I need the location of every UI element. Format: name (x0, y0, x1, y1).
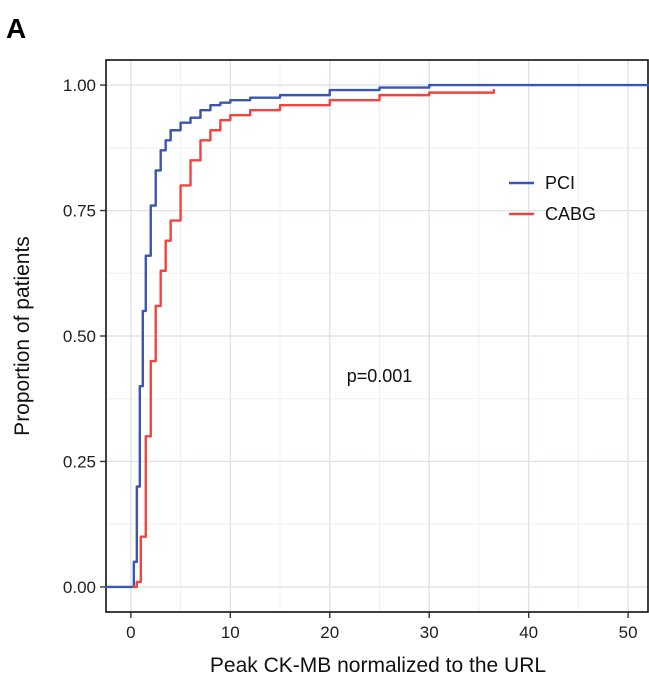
y-axis-title: Proportion of patients (11, 236, 34, 436)
x-tick-label: 20 (320, 623, 339, 642)
x-tick-label: 0 (126, 623, 135, 642)
p-value-annotation: p=0.001 (347, 366, 413, 386)
series-group (104, 83, 649, 589)
legend: PCI CABG (509, 173, 596, 224)
y-tick-label: 1.00 (63, 76, 96, 95)
major-grid-y (106, 84, 648, 588)
legend-label-pci: PCI (545, 173, 575, 193)
series-line-pci (104, 83, 649, 589)
y-tick-label: 0.75 (63, 202, 96, 221)
x-tick-label: 30 (420, 623, 439, 642)
x-tick-label: 50 (619, 623, 638, 642)
y-tick-label: 0.50 (63, 327, 96, 346)
x-tick-label: 10 (221, 623, 240, 642)
x-tick-label: 40 (519, 623, 538, 642)
x-axis-title: Peak CK-MB normalized to the URL (210, 654, 546, 677)
minor-grid-y (106, 147, 648, 525)
y-axis-ticks: 0.00 0.25 0.50 0.75 1.00 (63, 76, 106, 597)
series-line-cabg (132, 88, 496, 589)
y-tick-label: 0.25 (63, 452, 96, 471)
legend-label-cabg: CABG (545, 204, 596, 224)
y-tick-label: 0.00 (63, 578, 96, 597)
x-axis-ticks: 0 10 20 30 40 50 (126, 612, 638, 642)
panel-label: A (6, 13, 26, 44)
